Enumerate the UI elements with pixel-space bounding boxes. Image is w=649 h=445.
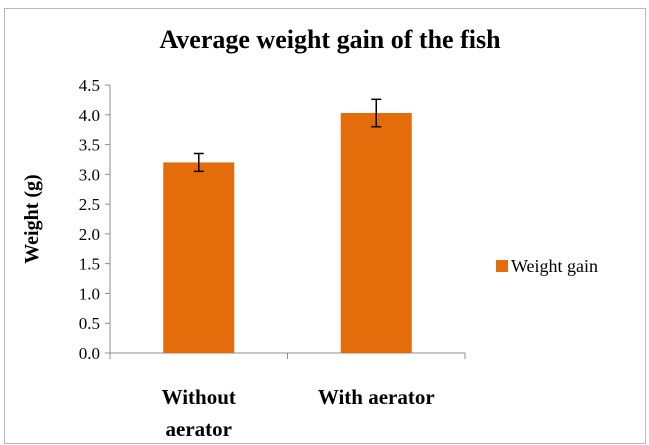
y-tick-label: 0.5	[79, 314, 100, 333]
y-tick-label: 3.5	[79, 136, 100, 155]
y-tick-label: 0.0	[79, 344, 100, 363]
bar	[163, 162, 235, 353]
legend-label: Weight gain	[511, 256, 598, 276]
chart-title: Average weight gain of the fish	[159, 25, 501, 54]
bar	[340, 112, 412, 353]
plot-area: 0.0 0.5 1.0 1.5 2.0 2.5 3.0 3.5 4.0 4.5 Without aer…	[79, 76, 466, 441]
x-category-label: Without	[162, 385, 236, 409]
y-tick-label: 2.5	[79, 195, 100, 214]
x-category-label: With aerator	[318, 385, 435, 409]
legend: Weight gain	[496, 256, 598, 276]
y-tick-label: 1.0	[79, 284, 100, 303]
y-tick-label: 4.5	[79, 76, 100, 95]
y-tick-label: 2.0	[79, 225, 100, 244]
y-tick-label: 1.5	[79, 255, 100, 274]
y-axis-title: Weight (g)	[21, 174, 43, 263]
y-tick-label: 4.0	[79, 106, 100, 125]
x-category-label: aerator	[166, 417, 232, 441]
chart-frame	[4, 8, 646, 444]
legend-swatch	[496, 260, 508, 272]
y-tick-label: 3.0	[79, 165, 100, 184]
